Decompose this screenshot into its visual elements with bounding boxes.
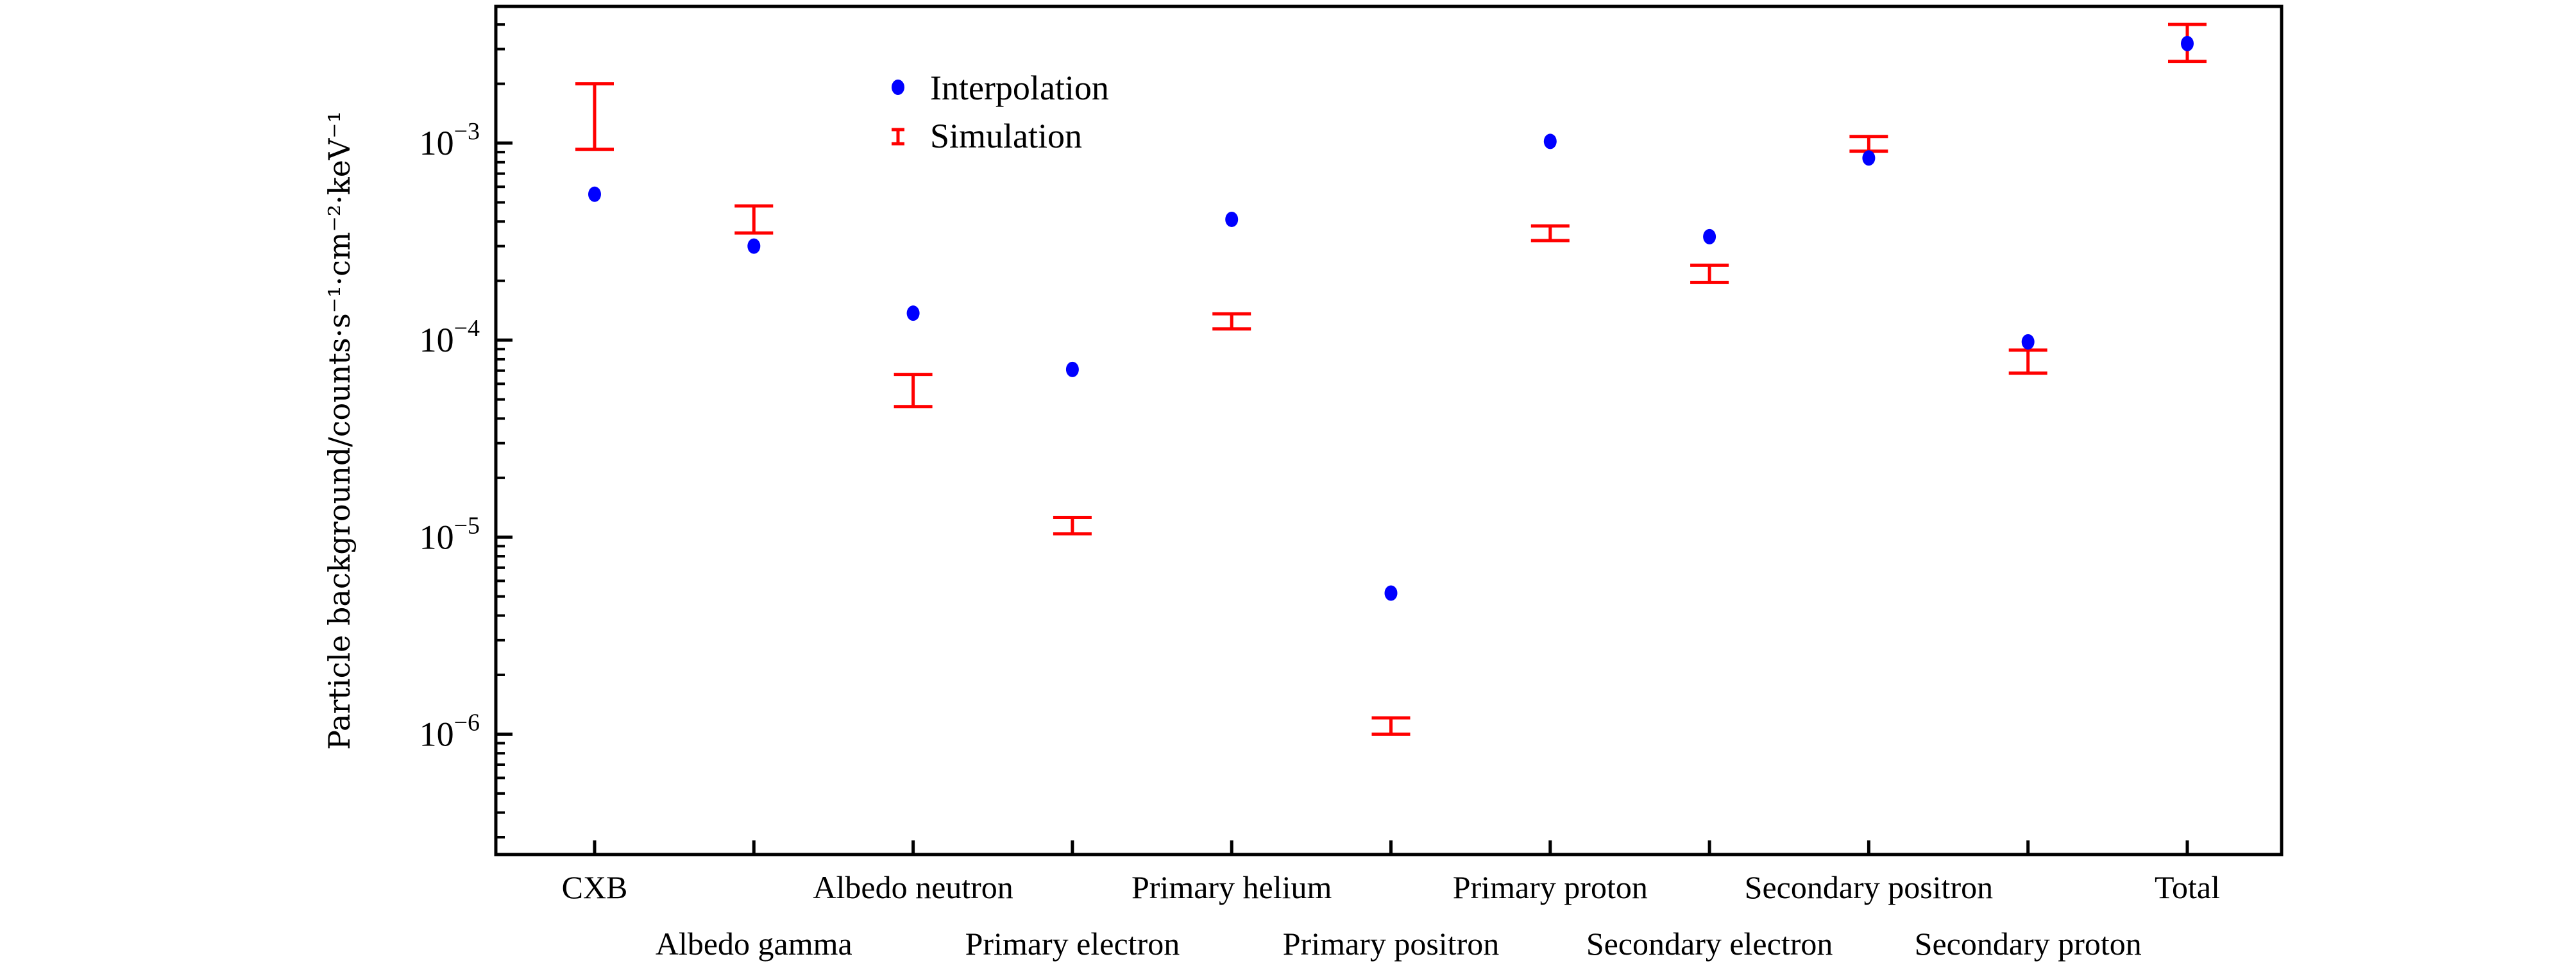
simulation-errorbar <box>2008 348 2047 375</box>
interpolation-point <box>2181 35 2194 51</box>
x-tick-label: Primary positron <box>1283 926 1499 962</box>
simulation-errorbar <box>1849 135 1888 153</box>
interpolation-point <box>1703 228 1716 244</box>
y-tick-label: 10−4 <box>419 315 480 359</box>
legend-interpolation-marker <box>892 80 904 95</box>
interpolation-point <box>1065 361 1079 377</box>
x-tick-label: Primary proton <box>1453 869 1648 905</box>
simulation-errorbar <box>894 373 933 409</box>
x-tick-label: CXB <box>562 869 628 905</box>
x-tick-label: Albedo neutron <box>813 869 1013 905</box>
x-tick-label: Primary helium <box>1131 869 1332 905</box>
y-tick-label: 10−3 <box>419 118 480 162</box>
simulation-errorbar <box>1053 515 1092 536</box>
plot-frame <box>494 4 2284 856</box>
simulation-errorbar <box>1690 263 1729 284</box>
simulation-errorbar <box>575 82 614 151</box>
x-tick-label: Secondary positron <box>1745 869 1993 905</box>
x-tick-label: Secondary electron <box>1586 926 1833 962</box>
interpolation-point <box>1384 585 1398 601</box>
interpolation-point <box>906 305 920 321</box>
interpolation-point <box>2021 334 2035 350</box>
interpolation-point <box>588 186 601 202</box>
y-axis: 10−3 10−4 10−5 10−6 <box>419 23 513 838</box>
simulation-errorbar <box>1212 312 1251 331</box>
interpolation-point <box>1225 211 1239 227</box>
y-tick-label: 10−5 <box>419 512 480 556</box>
interpolation-point <box>1862 150 1876 166</box>
legend-interpolation-label: Interpolation <box>930 69 1109 107</box>
interpolation-point <box>747 238 761 254</box>
x-tick-label: Secondary proton <box>1915 926 2142 962</box>
simulation-errorbar <box>1530 224 1570 242</box>
y-tick-label: 10−6 <box>419 709 480 753</box>
y-axis-label: Particle background/counts·s⁻¹·cm⁻²·keV⁻… <box>322 111 357 750</box>
legend: Interpolation Simulation <box>892 69 1109 155</box>
simulation-errorbar <box>734 204 774 235</box>
x-tick-label: Primary electron <box>965 926 1180 962</box>
legend-simulation-marker <box>892 128 904 146</box>
x-axis: CXB Albedo gamma Albedo neutron Primary ele… <box>562 840 2220 962</box>
x-tick-label: Total <box>2155 869 2220 905</box>
simulation-errorbar <box>1371 716 1411 736</box>
interpolation-point <box>1543 133 1557 149</box>
legend-simulation-label: Simulation <box>930 117 1082 155</box>
plot-marks <box>575 22 2207 736</box>
x-tick-label: Albedo gamma <box>656 926 852 962</box>
